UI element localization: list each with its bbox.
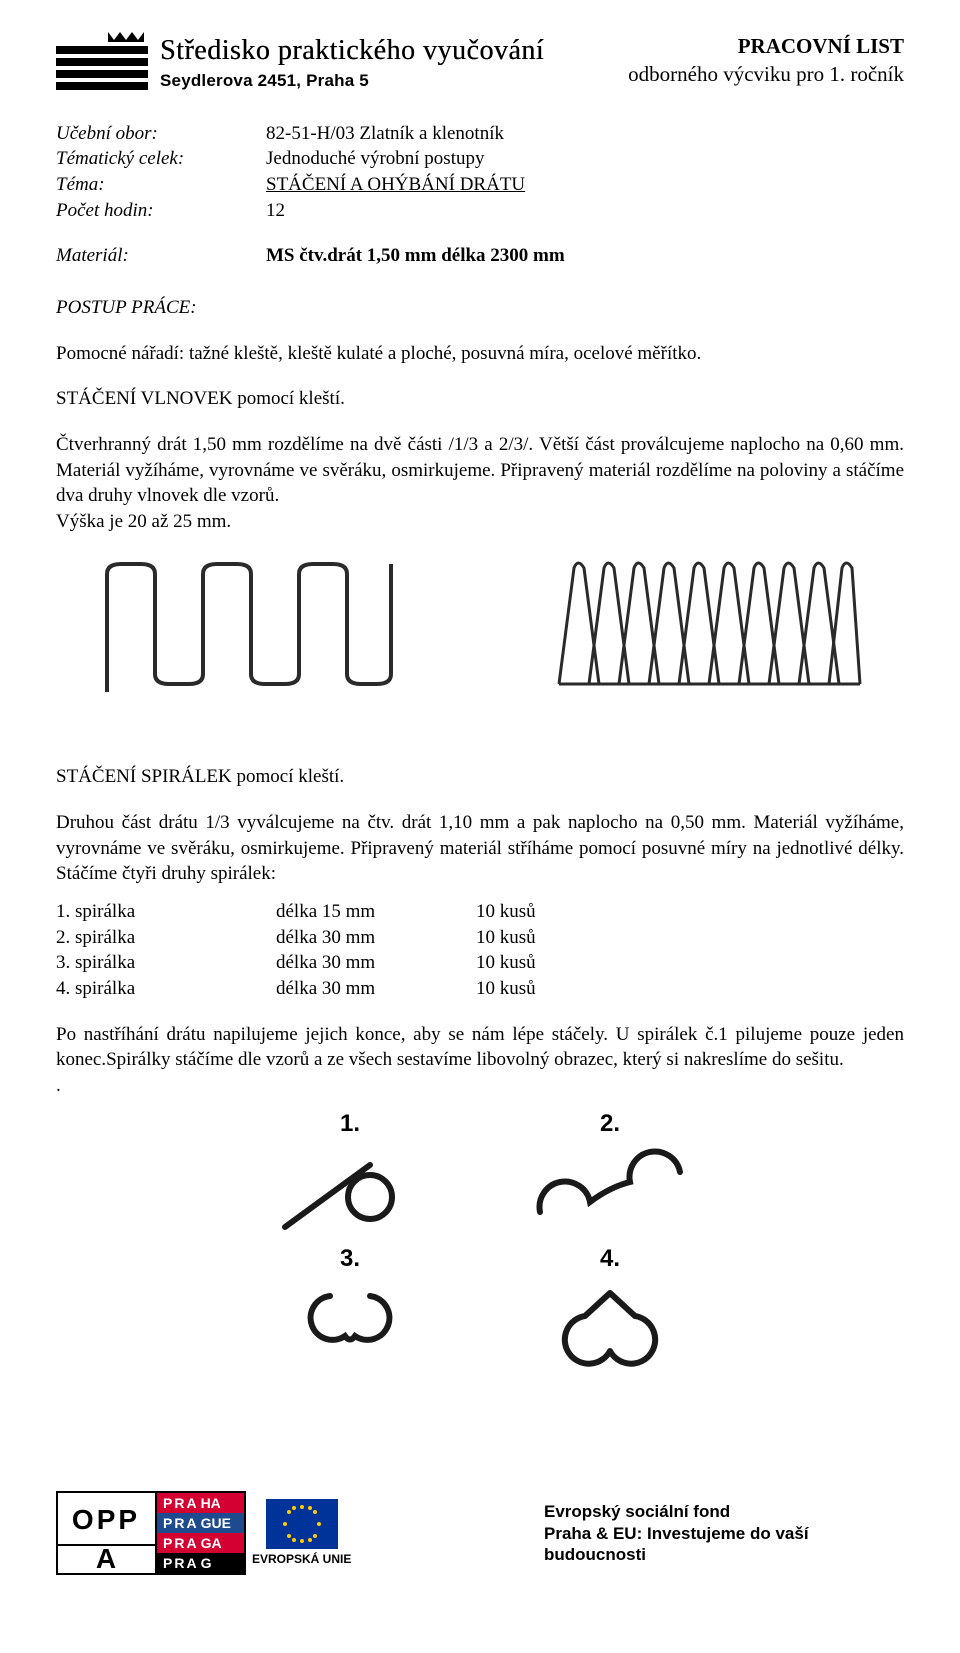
loop-wave-diagram (514, 554, 904, 694)
oppa-logo-icon: OPP A PRAHA PRAGUE PRAGA PRAG (56, 1491, 246, 1575)
postup-label: POSTUP PRÁCE: (56, 295, 904, 321)
svg-text:OPP: OPP (72, 1504, 140, 1535)
spiralka-table: 1. spirálka délka 15 mm 10 kusů 2. spirá… (56, 899, 904, 1002)
table-row: 4. spirálka délka 30 mm 10 kusů (56, 976, 904, 1002)
meta-value-hodin: 12 (266, 198, 285, 224)
vlnovek-para: Čtverhranný drát 1,50 mm rozdělíme na dv… (56, 432, 904, 509)
svg-text:PRAGUE: PRAGUE (163, 1515, 231, 1531)
meta-value-celek: Jednoduché výrobní postupy (266, 146, 484, 172)
meta-value-obor: 82-51-H/03 Zlatník a klenotník (266, 121, 504, 147)
spiral-shape-2 (500, 1147, 720, 1237)
sp-name: 3. spirálka (56, 950, 276, 976)
meta-label-celek: Tématický celek: (56, 146, 266, 172)
eu-flag-icon (266, 1499, 338, 1549)
square-wave-diagram (56, 554, 446, 694)
sp-delka: délka 30 mm (276, 950, 476, 976)
spiralek-para: Druhou část drátu 1/3 vyválcujeme na čtv… (56, 810, 904, 887)
org-address: Seydlerova 2451, Praha 5 (160, 70, 544, 93)
spiralek-title: STÁČENÍ SPIRÁLEK pomocí kleští. (56, 764, 904, 790)
esf-line2: Praha & EU: Investujeme do vaší budoucno… (544, 1523, 904, 1566)
spiral-label-3: 3. (240, 1243, 460, 1275)
sp-name: 2. spirálka (56, 925, 276, 951)
sp-kusu: 10 kusů (476, 899, 626, 925)
vlnovek-height: Výška je 20 až 25 mm. (56, 509, 904, 535)
meta-label-tema: Téma: (56, 172, 266, 198)
vlnovek-title: STÁČENÍ VLNOVEK pomocí kleští. (56, 386, 904, 412)
header-right: PRACOVNÍ LIST odborného výcviku pro 1. r… (628, 32, 904, 89)
table-row: 1. spirálka délka 15 mm 10 kusů (56, 899, 904, 925)
org-name: Středisko praktického vyučování (160, 32, 544, 70)
eu-label: EVROPSKÁ UNIE (252, 1551, 351, 1567)
meta-label-material: Materiál: (56, 243, 266, 269)
header-left: Středisko praktického vyučování Seydlero… (56, 32, 544, 93)
header: Středisko praktického vyučování Seydlero… (56, 32, 904, 93)
sp-name: 1. spirálka (56, 899, 276, 925)
trailing-dot: . (56, 1073, 904, 1099)
wave-diagrams (56, 554, 904, 694)
footer: OPP A PRAHA PRAGUE PRAGA PRAG (56, 1491, 904, 1575)
meta-label-obor: Učební obor: (56, 121, 266, 147)
worksheet-sublabel: odborného výcviku pro 1. ročník (628, 60, 904, 88)
svg-text:PRAHA: PRAHA (163, 1495, 221, 1511)
footer-right-text: Evropský sociální fond Praha & EU: Inves… (544, 1501, 904, 1565)
table-row: 3. spirálka délka 30 mm 10 kusů (56, 950, 904, 976)
spiral-shape-1 (240, 1147, 460, 1237)
sp-delka: délka 15 mm (276, 899, 476, 925)
meta-row-material: Materiál: MS čtv.drát 1,50 mm délka 2300… (56, 243, 904, 269)
svg-text:PRAGA: PRAGA (163, 1535, 222, 1551)
meta-row-hodin: Počet hodin: 12 (56, 198, 904, 224)
meta-block: Učební obor: 82-51-H/03 Zlatník a klenot… (56, 121, 904, 321)
meta-row-celek: Tématický celek: Jednoduché výrobní post… (56, 146, 904, 172)
esf-line1: Evropský sociální fond (544, 1501, 904, 1522)
meta-value-tema: STÁČENÍ A OHÝBÁNÍ DRÁTU (266, 172, 525, 198)
meta-row-tema: Téma: STÁČENÍ A OHÝBÁNÍ DRÁTU (56, 172, 904, 198)
svg-text:PRAG: PRAG (163, 1555, 212, 1571)
spiral-shape-3 (240, 1281, 460, 1371)
table-row: 2. spirálka délka 30 mm 10 kusů (56, 925, 904, 951)
sp-kusu: 10 kusů (476, 950, 626, 976)
worksheet-label: PRACOVNÍ LIST (628, 32, 904, 60)
header-title-block: Středisko praktického vyučování Seydlero… (160, 32, 544, 93)
spiral-label-2: 2. (500, 1108, 720, 1140)
pomocne-naradi: Pomocné nářadí: tažné kleště, kleště kul… (56, 341, 904, 367)
spiral-shape-4 (500, 1281, 720, 1371)
footer-left-logos: OPP A PRAHA PRAGUE PRAGA PRAG (56, 1491, 351, 1575)
sp-kusu: 10 kusů (476, 976, 626, 1002)
svg-text:A: A (96, 1543, 116, 1574)
sp-delka: délka 30 mm (276, 976, 476, 1002)
meta-row-obor: Učební obor: 82-51-H/03 Zlatník a klenot… (56, 121, 904, 147)
sp-kusu: 10 kusů (476, 925, 626, 951)
spiral-shapes-diagram: 1. 2. 3. 4. (240, 1108, 720, 1371)
sp-name: 4. spirálka (56, 976, 276, 1002)
meta-value-material: MS čtv.drát 1,50 mm délka 2300 mm (266, 243, 565, 269)
spiral-label-4: 4. (500, 1243, 720, 1275)
sp-delka: délka 30 mm (276, 925, 476, 951)
eu-logo-block: EVROPSKÁ UNIE (252, 1499, 351, 1567)
meta-label-hodin: Počet hodin: (56, 198, 266, 224)
spv-logo-icon (56, 32, 148, 92)
after-table-para: Po nastříhání drátu napilujeme jejich ko… (56, 1022, 904, 1073)
spiral-label-1: 1. (240, 1108, 460, 1140)
